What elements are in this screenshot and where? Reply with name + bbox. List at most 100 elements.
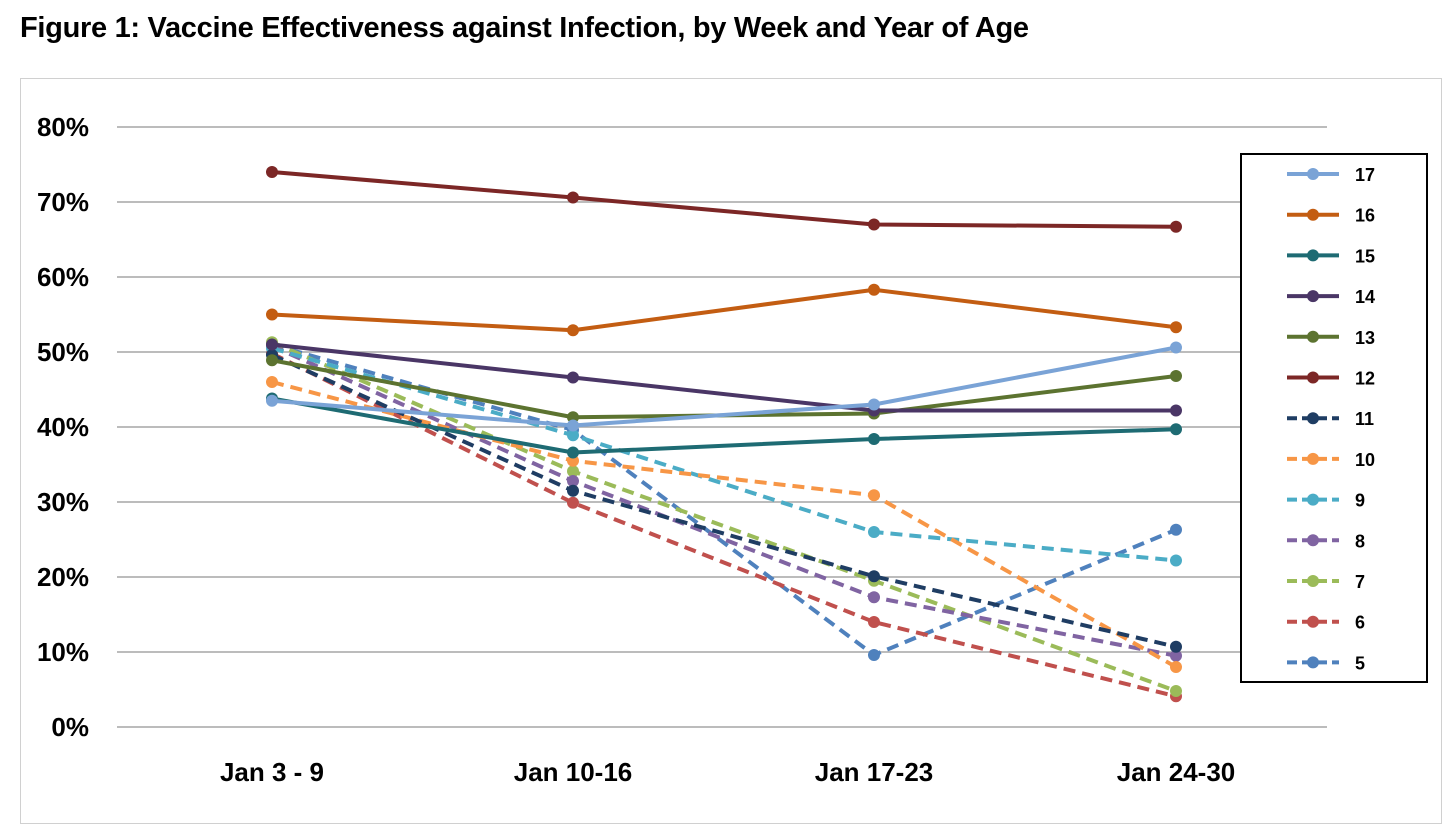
series-17 [266,341,1182,432]
series-line [271,353,1177,649]
data-point [266,338,278,351]
series-line [271,396,1177,455]
data-point [868,649,880,661]
data-point [1170,523,1182,536]
legend-label: 16 [1355,206,1375,226]
series-15 [266,392,1182,459]
y-tick-label: 20% [37,562,89,592]
legend-entry-13: 13 [1287,328,1375,348]
legend-entry-12: 12 [1287,369,1375,389]
legend-label: 6 [1355,613,1365,633]
data-point [1170,661,1182,673]
series-12 [266,166,1182,233]
data-point [567,496,579,509]
data-point [1170,685,1182,697]
data-point [266,394,278,407]
legend-marker [1307,412,1319,425]
data-point [868,616,880,628]
data-point [266,308,278,321]
x-axis-ticks: Jan 3 - 9 Jan 10-16 Jan 17-23 Jan 24-30 [220,757,1235,787]
legend-marker [1307,290,1319,303]
chart-title: Figure 1: Vaccine Effectiveness against … [20,12,1029,44]
data-point [868,591,880,604]
legend-entry-17: 17 [1287,165,1375,185]
series-line [271,344,1177,658]
legend-marker [1307,249,1319,262]
x-tick-label: Jan 3 - 9 [220,757,324,787]
data-point [1170,640,1182,653]
series-line [271,380,1177,669]
data-point [868,570,880,583]
legend-label: 13 [1355,328,1375,348]
x-tick-label: Jan 17-23 [815,757,934,787]
y-tick-label: 50% [37,337,89,367]
data-point [1170,404,1182,417]
data-point [1170,341,1182,354]
series-16 [266,283,1182,337]
y-axis-ticks: 0% 10% 20% 30% 40% 50% 60% 70% 80% [37,112,89,742]
data-point [567,191,579,204]
y-tick-label: 0% [51,712,89,742]
legend-label: 10 [1355,450,1375,470]
data-point [567,484,579,497]
legend-label: 9 [1355,491,1365,511]
data-point [868,283,880,296]
data-point [1170,554,1182,567]
legend-label: 12 [1355,369,1375,389]
chart-frame: 0% 10% 20% 30% 40% 50% 60% 70% 80% Jan 3 - 9 Jan … [20,78,1442,824]
legend: 17 16 15 14 13 12 11 10 9 8 7 6 5 [1240,153,1428,683]
legend-entry-16: 16 [1287,206,1375,226]
data-point [567,475,579,487]
data-point [567,454,579,467]
legend-label: 8 [1355,531,1365,551]
data-point [567,446,579,459]
series-line [271,340,1177,693]
legend-entry-11: 11 [1287,409,1374,429]
legend-marker [1307,168,1319,180]
legend-marker [1307,208,1319,221]
legend-entry-10: 10 [1287,450,1375,470]
data-point [1170,370,1182,382]
series-line [271,346,1177,563]
data-point [868,526,880,538]
data-point [266,354,278,367]
data-point [868,398,880,411]
legend-marker [1307,656,1319,669]
legend-entry-15: 15 [1287,246,1375,266]
legend-label: 15 [1355,246,1375,266]
series-10 [266,376,1182,673]
legend-marker [1307,452,1319,465]
legend-entry-7: 7 [1287,572,1365,592]
legend-label: 11 [1355,409,1374,429]
legend-entry-5: 5 [1287,653,1365,673]
y-tick-label: 70% [37,187,89,217]
y-tick-label: 30% [37,487,89,517]
legend-marker [1307,534,1319,547]
data-point [567,411,579,424]
legend-marker [1307,330,1319,343]
legend-label: 17 [1355,165,1375,185]
data-point [266,166,278,178]
y-tick-label: 10% [37,637,89,667]
x-tick-label: Jan 24-30 [1117,757,1236,787]
series-line [271,345,1177,428]
data-point [868,218,880,231]
data-point [868,433,880,445]
legend-entry-6: 6 [1287,613,1365,633]
legend-entry-14: 14 [1287,287,1375,307]
series-7 [266,336,1182,697]
y-tick-label: 60% [37,262,89,292]
series-line [271,170,1177,229]
data-point [567,465,579,478]
legend-marker [1307,371,1319,384]
data-point [567,419,579,432]
legend-label: 14 [1355,287,1375,307]
data-point [1170,649,1182,662]
series-lines [266,166,1182,703]
data-point [567,324,579,337]
legend-marker [1307,575,1319,587]
data-point [868,489,880,502]
legend-entry-9: 9 [1287,491,1365,511]
y-tick-label: 40% [37,412,89,442]
legend-entry-8: 8 [1287,531,1365,551]
